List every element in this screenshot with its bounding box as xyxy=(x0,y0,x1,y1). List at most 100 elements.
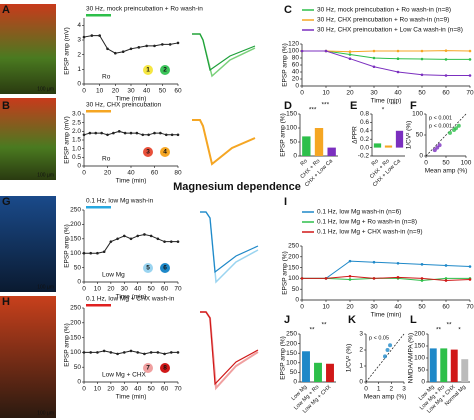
y-tick-label: 200 xyxy=(286,340,297,347)
y-tick-label: 50 xyxy=(74,364,82,371)
data-point xyxy=(88,131,92,135)
data-point xyxy=(116,237,119,241)
y-tick-label: 2 xyxy=(77,51,81,58)
legend-label: 30 Hz, CHX preincubation + Low Ca wash-i… xyxy=(317,27,463,34)
x-tick-label: 10 xyxy=(322,90,330,97)
x-axis-label: Time (min) xyxy=(116,294,147,301)
data-point xyxy=(176,41,180,45)
data-point xyxy=(468,74,472,77)
data-point xyxy=(456,123,461,128)
panel-title: 0.1 Hz, low Mg + CHX wash-in xyxy=(86,296,175,303)
data-point xyxy=(149,351,153,354)
data-point xyxy=(136,351,140,354)
drug-label: Low Mg + CHX xyxy=(102,372,147,379)
x-tick-label: 100 xyxy=(461,160,472,167)
y-tick-label: 0.6 xyxy=(360,119,369,126)
drug-label: Low Mg xyxy=(102,272,125,279)
annotation: p < 0.001 xyxy=(429,115,452,121)
drug-label: Ro xyxy=(102,74,111,81)
y-tick-label: 0 xyxy=(295,297,299,304)
panel-letter: H xyxy=(2,296,10,308)
data-point xyxy=(385,348,390,352)
y-axis-label: ΔPPR xyxy=(352,126,359,144)
data-point xyxy=(432,148,437,153)
data-point xyxy=(156,351,160,354)
legend-label: 30 Hz, mock preincubation + Ro wash-in (… xyxy=(317,7,451,14)
data-point xyxy=(420,263,424,266)
annotation: p < 0.05 xyxy=(369,335,389,341)
data-point xyxy=(82,251,86,255)
panel-letter: B xyxy=(2,100,10,112)
y-tick-label: 0.5 xyxy=(72,154,81,161)
trace xyxy=(192,119,256,166)
y-tick-label: 3 xyxy=(359,331,363,338)
y-tick-label: 20 xyxy=(292,76,300,83)
data-point xyxy=(102,349,106,353)
significance: ** xyxy=(321,322,327,329)
micrograph xyxy=(0,4,56,94)
data-point xyxy=(122,351,126,354)
y-tick-label: 50 xyxy=(418,367,426,374)
y-tick-label: 150 xyxy=(70,236,81,243)
y-tick-label: 0 xyxy=(421,379,425,386)
data-point xyxy=(121,50,125,54)
data-point xyxy=(161,43,164,46)
data-point xyxy=(348,278,352,281)
data-point xyxy=(137,46,141,49)
x-tick-label: 20 xyxy=(346,90,354,97)
panel-letter: A xyxy=(2,4,10,16)
badge-label: 8 xyxy=(163,365,167,372)
data-point xyxy=(444,58,448,61)
badge-label: 5 xyxy=(146,265,150,272)
data-point xyxy=(129,131,133,135)
y-tick-label: 0.2 xyxy=(360,136,369,143)
bar xyxy=(395,130,404,148)
y-tick-label: 1 xyxy=(77,66,81,73)
x-tick-label: 0 xyxy=(300,90,304,97)
badge xyxy=(160,263,170,273)
data-point xyxy=(109,351,113,354)
badge xyxy=(160,65,170,75)
y-tick-label: 0 xyxy=(419,153,423,160)
badge-label: 1 xyxy=(146,67,150,74)
x-axis-label: Time (min) xyxy=(371,98,402,105)
y-tick-label: 2.5 xyxy=(72,119,81,126)
y-tick-label: 250 xyxy=(286,331,297,338)
micrograph xyxy=(0,296,56,418)
x-tick-label: 40 xyxy=(394,90,402,97)
data-point xyxy=(348,53,352,56)
panel-letter: G xyxy=(2,196,11,208)
badge xyxy=(143,147,153,157)
y-tick-label: 3 xyxy=(77,37,81,44)
data-point xyxy=(383,354,387,359)
data-point xyxy=(96,351,99,354)
y-tick-label: 0 xyxy=(295,83,299,90)
data-point xyxy=(159,131,162,135)
legend-label: 0.1 Hz, low Mg + CHX wash-in (n=9) xyxy=(317,229,422,236)
badge-label: 4 xyxy=(163,149,167,156)
data-point xyxy=(468,278,472,281)
series-line xyxy=(302,50,470,76)
x-tick-label: 80 xyxy=(174,170,182,177)
y-tick-label: 150 xyxy=(288,264,299,271)
y-tick-label: 0 xyxy=(293,379,297,386)
y-axis-label: EPSP amp (%) xyxy=(282,43,289,87)
panel-letter: J xyxy=(284,314,290,326)
x-tick-label: 20 xyxy=(107,386,115,393)
y-tick-label: 0 xyxy=(77,279,81,286)
x-axis-label: Time (min) xyxy=(116,96,147,103)
x-tick-label: 30 xyxy=(127,88,135,95)
x-tick-label: 0 xyxy=(82,88,86,95)
data-point xyxy=(163,352,166,356)
data-point xyxy=(169,351,173,354)
data-point xyxy=(143,352,146,356)
x-tick-label: 20 xyxy=(346,304,354,311)
y-tick-label: 100 xyxy=(70,250,81,257)
panel-letter: E xyxy=(350,100,357,112)
y-axis-label: EPSP amp (%) xyxy=(64,224,71,268)
x-tick-label: 50 xyxy=(442,160,450,167)
data-point xyxy=(348,274,352,278)
data-point xyxy=(109,240,113,243)
badge xyxy=(143,65,153,75)
x-axis-label: Mean amp (%) xyxy=(364,394,407,401)
